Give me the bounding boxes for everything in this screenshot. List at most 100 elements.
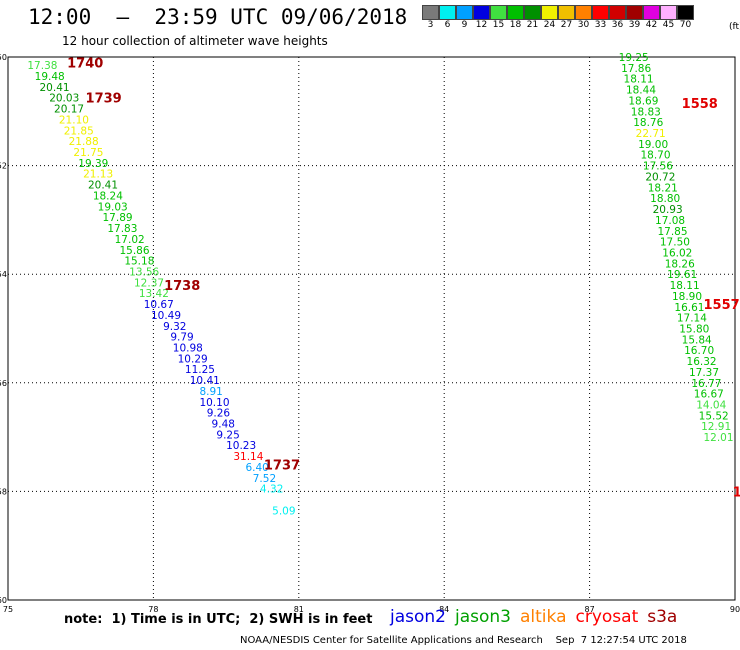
wave-height-value: 17.14 <box>677 313 707 325</box>
lon-tick-label: 81 <box>294 605 304 614</box>
mission-altika: altika <box>520 607 567 627</box>
wave-height-value: 18.11 <box>670 280 700 292</box>
wave-height-value: 18.44 <box>626 85 656 97</box>
wave-height-value: 13.56 <box>129 266 159 278</box>
wave-height-value: 17.85 <box>657 226 687 238</box>
wave-height-value: 17.56 <box>643 161 673 173</box>
legend-swatch <box>473 5 490 20</box>
legend-swatch <box>422 5 439 20</box>
legend-swatch <box>643 5 660 20</box>
wave-height-value: 16.02 <box>662 247 692 259</box>
wave-height-value: 17.83 <box>107 223 137 235</box>
wave-height-value: 12.37 <box>134 277 164 289</box>
lon-tick-label: 75 <box>3 605 13 614</box>
legend-swatch <box>524 5 541 20</box>
wave-height-value: 16.70 <box>684 345 714 357</box>
wave-height-value: 18.21 <box>648 182 678 194</box>
wave-height-value: 31.14 <box>233 451 263 463</box>
lon-tick-label: 87 <box>585 605 595 614</box>
wave-height-value: 21.13 <box>83 169 113 181</box>
wave-height-value: 8.91 <box>199 386 222 398</box>
legend-swatch <box>660 5 677 20</box>
legend-label: 45 <box>662 20 675 30</box>
wave-height-value: 14.04 <box>696 400 726 412</box>
wave-height-value: 19.39 <box>78 158 108 170</box>
legend-label: 30 <box>577 20 590 30</box>
wave-height-value: 11.25 <box>185 364 215 376</box>
legend-swatch <box>456 5 473 20</box>
wave-height-value: 18.69 <box>628 95 658 107</box>
wave-height-value: 10.67 <box>144 299 174 311</box>
pass-number-label: 1558 <box>682 97 718 112</box>
wave-height-value: 10.41 <box>190 375 220 387</box>
mission-s3a: s3a <box>647 607 678 627</box>
wave-height-value: 12.01 <box>703 432 733 444</box>
legend-label: 70 <box>679 20 692 30</box>
wave-height-value: 15.80 <box>679 324 709 336</box>
mission-cryosat: cryosat <box>575 607 639 627</box>
wave-height-value: 21.10 <box>59 114 89 126</box>
legend-label: 33 <box>594 20 607 30</box>
pass-number-label: 15 <box>733 485 740 500</box>
wave-height-value: 18.24 <box>93 190 123 202</box>
wave-height-value: 15.86 <box>119 245 149 257</box>
wave-height-value: 4.32 <box>260 484 283 496</box>
wave-height-value: 17.86 <box>621 63 651 75</box>
legend-label: 39 <box>628 20 641 30</box>
mission-jason2: jason2 <box>390 607 446 627</box>
legend-label: 36 <box>611 20 624 30</box>
wave-height-value: 9.26 <box>207 408 231 420</box>
note-text: note: 1) Time is in UTC; 2) SWH is in fe… <box>64 612 373 627</box>
wave-height-value: 13.42 <box>139 288 169 300</box>
legend-swatch <box>439 5 456 20</box>
legend-swatch <box>507 5 524 20</box>
pass-number-label: 1740 <box>67 56 103 71</box>
legend-swatch <box>626 5 643 20</box>
wave-height-value: 18.70 <box>640 150 670 162</box>
legend-label: 3 <box>427 20 434 30</box>
wave-height-value: 15.84 <box>682 334 712 346</box>
wave-height-value: 20.41 <box>88 180 118 192</box>
wave-height-value: 10.49 <box>151 310 181 322</box>
wave-height-value: 17.08 <box>655 215 685 227</box>
wave-height-value: 6.40 <box>245 462 268 474</box>
mission-legend: jason2 jason3 altika cryosat s3a <box>390 607 686 627</box>
wave-height-value: 21.85 <box>64 125 94 137</box>
wave-height-value: 22.71 <box>636 128 666 140</box>
map-frame <box>7 56 736 601</box>
legend-swatch <box>677 5 694 20</box>
wave-height-value: 18.83 <box>631 106 661 118</box>
legend-label: 18 <box>509 20 522 30</box>
wave-height-value: 19.00 <box>638 139 668 151</box>
legend-swatch <box>558 5 575 20</box>
wave-height-value: 10.29 <box>178 353 208 365</box>
wave-height-value: 18.26 <box>665 258 695 270</box>
wave-height-value: 9.25 <box>216 429 239 441</box>
wave-height-value: 18.76 <box>633 117 663 129</box>
wave-height-value: 20.41 <box>40 82 70 94</box>
wave-height-value: 16.32 <box>687 356 717 368</box>
wave-height-value: 15.18 <box>124 256 154 268</box>
legend-labels: 3 6 9 12 15 18 21 24 27 30 33 36 39 42 45 70 <box>422 20 694 30</box>
wave-height-value: 16.67 <box>694 389 724 401</box>
wave-height-value: 20.93 <box>653 204 683 216</box>
pass-number-label: 1739 <box>86 92 122 107</box>
pass-number-label: 1737 <box>264 458 300 473</box>
wave-height-value: 20.17 <box>54 104 84 116</box>
map-subtitle: 12 hour collection of altimeter wave hei… <box>62 34 328 48</box>
legend-label: 27 <box>560 20 573 30</box>
wave-height-value: 21.75 <box>73 147 103 159</box>
lon-tick-label: 84 <box>439 605 449 614</box>
wave-height-value: 17.02 <box>115 234 145 246</box>
legend-swatch <box>541 5 558 20</box>
wave-height-value: 18.80 <box>650 193 680 205</box>
mission-jason3: jason3 <box>455 607 511 627</box>
lat-tick-label: -52 <box>0 162 7 171</box>
lon-tick-label: 78 <box>148 605 158 614</box>
wave-height-value: 17.37 <box>689 367 719 379</box>
legend-label: 42 <box>645 20 658 30</box>
wave-height-value: 10.10 <box>199 397 229 409</box>
legend-swatch <box>575 5 592 20</box>
